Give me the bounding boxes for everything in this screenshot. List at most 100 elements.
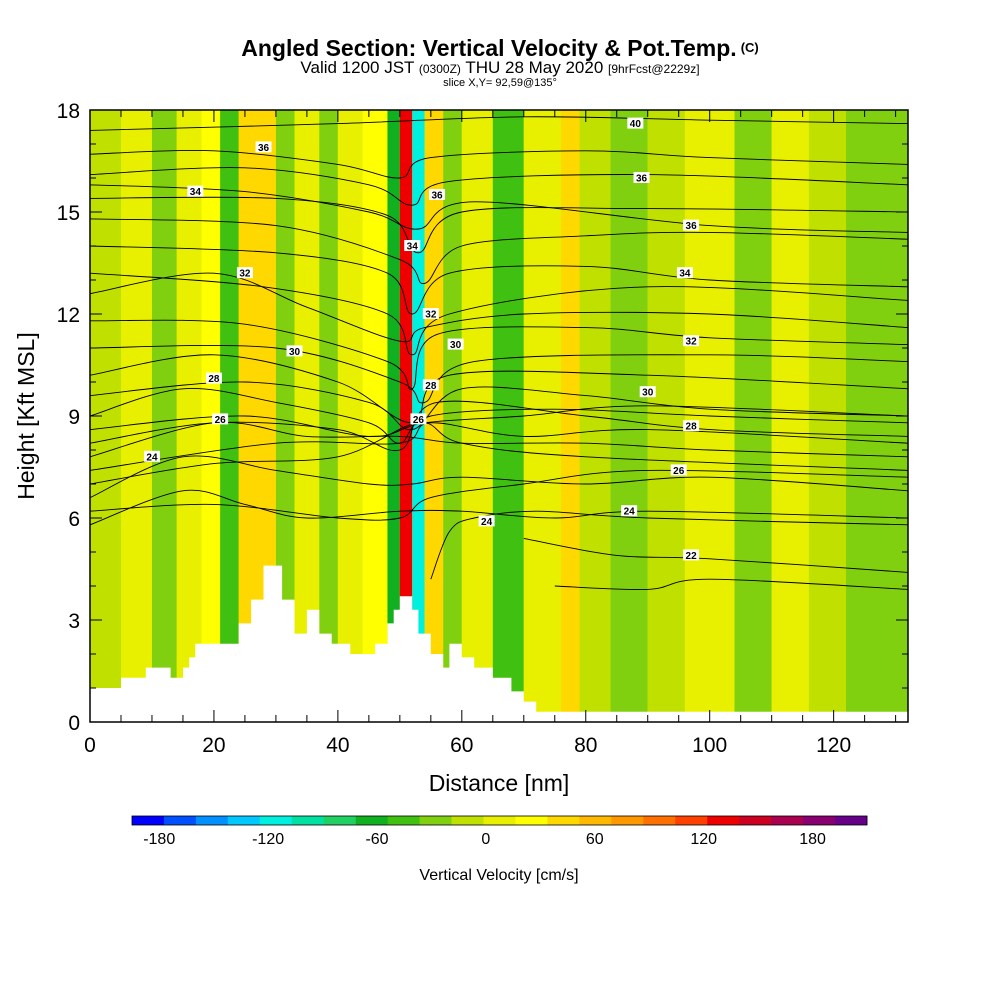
velocity-band [424, 110, 444, 722]
y-tick-label: 15 [57, 202, 80, 225]
colorbar-swatch [451, 816, 484, 825]
colorbar-swatch [611, 816, 644, 825]
colorbar-swatch [739, 816, 772, 825]
colorbar-tick-label: 60 [586, 831, 604, 848]
isentrope-label-bg [683, 420, 700, 432]
valid-time-utc: (0300Z) [418, 62, 461, 76]
isentrope-line [90, 422, 908, 471]
colorbar-tick-label: -60 [365, 831, 388, 848]
isentrope-label: 24 [624, 507, 636, 518]
isentrope-line [90, 149, 908, 179]
chart-title-block: Angled Section: Vertical Velocity & Pot.… [0, 36, 1000, 89]
colorbar-swatch [483, 816, 516, 825]
velocity-band [523, 110, 561, 722]
isentrope-label-bg [683, 219, 700, 231]
velocity-band [362, 110, 388, 722]
colorbar-swatch [387, 816, 421, 825]
isentrope-label: 34 [679, 269, 691, 280]
slice-info: slice X,Y= 92,59@135° [443, 77, 557, 89]
isentrope-label: 36 [686, 221, 698, 232]
velocity-band [560, 110, 580, 722]
x-tick-label: 20 [202, 734, 225, 757]
chart-title-main: Angled Section: Vertical Velocity & Pot.… [241, 35, 737, 61]
colorbar-swatch [132, 816, 165, 825]
chart-valid-time: Valid 1200 JST (0300Z) THU 28 May 2020 [… [0, 59, 1000, 77]
colorbar-swatch [675, 816, 708, 825]
isentrope-label-bg [205, 372, 222, 384]
y-tick-label: 18 [57, 100, 80, 123]
velocity-band [443, 110, 462, 722]
isentrope-label: 32 [425, 310, 437, 321]
isentrope-label: 26 [673, 466, 685, 477]
isentrope-label: 30 [289, 347, 301, 358]
isentrope-label: 26 [413, 415, 425, 426]
isentrope-label: 40 [630, 119, 642, 130]
velocity-band [808, 110, 847, 722]
isentrope-line [90, 319, 908, 390]
x-tick-label: 60 [450, 734, 473, 757]
velocity-band [176, 110, 202, 722]
isentrope-label-bg [683, 335, 700, 347]
isentrope-line [523, 537, 908, 573]
isentrope-line [90, 196, 908, 254]
isentrope-label-bg [255, 141, 272, 153]
colorbar-tick-label: 180 [799, 831, 826, 848]
y-tick-label: 3 [68, 610, 80, 633]
x-axis: 0 20 40 60 80 100 120 [84, 110, 897, 757]
isentrope-label: 36 [431, 191, 443, 202]
isentrope-label: 34 [407, 242, 419, 253]
velocity-band [201, 110, 221, 722]
colorbar-tick-label: 0 [481, 831, 490, 848]
isentrope-line [554, 578, 908, 591]
isentrope-label: 30 [450, 340, 462, 351]
colorbar: -180 -120 -60 0 60 120 180 [131, 815, 868, 848]
velocity-band [647, 110, 685, 722]
isentrope-label-bg [478, 515, 495, 527]
isentrope-label-bg [404, 240, 421, 251]
velocity-band [461, 110, 493, 722]
x-axis-label: Distance [nm] [429, 770, 570, 796]
isentrope-line [90, 422, 908, 485]
colorbar-swatch [323, 816, 357, 825]
isentrope-label-bg [422, 308, 439, 319]
isentrope-line [90, 167, 908, 206]
colorbar-tick-label: -180 [143, 831, 175, 848]
isentrope-label: 30 [642, 388, 654, 399]
isentrope-label: 22 [686, 551, 698, 562]
colorbar-swatch [547, 816, 580, 825]
isentrope-label-bg [410, 413, 427, 425]
isentrope-line [430, 510, 908, 580]
isentrope-label: 34 [190, 187, 202, 198]
colorbar-swatch [707, 816, 740, 825]
y-tick-label: 6 [68, 508, 80, 531]
isentrope-label: 32 [239, 269, 251, 280]
isentrope-label: 28 [425, 381, 437, 392]
isentrope-line [90, 381, 908, 431]
isentrope-label: 36 [258, 143, 270, 154]
colorbar-swatch [195, 816, 229, 825]
colorbar-swatch [515, 816, 548, 825]
velocity-band [120, 110, 152, 722]
terrain-profile [90, 565, 908, 722]
colorbar-tick-label: -120 [252, 831, 284, 848]
isentrope-label-bg [670, 464, 687, 476]
x-tick-label: 100 [692, 734, 727, 757]
x-tick-label: 80 [574, 734, 597, 757]
y-tick-label: 9 [68, 406, 80, 429]
colorbar-swatch [163, 816, 197, 825]
velocity-band [399, 110, 413, 722]
y-tick-label: 0 [68, 712, 80, 735]
isentrope-label-bg [447, 338, 464, 350]
isentrope-label-bg [143, 450, 160, 462]
isentrope-label-bg [683, 549, 700, 561]
chart-title: Angled Section: Vertical Velocity & Pot.… [0, 36, 1000, 60]
isentrope-line [90, 272, 908, 343]
colorbar-swatch [259, 816, 293, 825]
velocity-band [610, 110, 648, 722]
isentrope-line [90, 455, 908, 499]
isentrope-line [90, 388, 908, 444]
isentrope-contours: 40 36 36 36 34 36 34 34 32 32 32 30 30 28 30 28 26 28 26 24… [90, 116, 908, 591]
isentrope-label: 28 [208, 374, 220, 385]
